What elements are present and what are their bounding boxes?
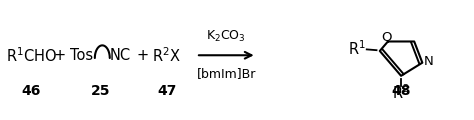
Text: O: O (382, 31, 392, 44)
Text: R$^{2}$: R$^{2}$ (392, 83, 410, 102)
Text: 46: 46 (22, 84, 41, 98)
Text: +: + (137, 48, 148, 63)
Text: N: N (424, 55, 433, 68)
Text: [bmIm]Br: [bmIm]Br (197, 67, 256, 80)
Text: R$^{1}$CHO: R$^{1}$CHO (6, 46, 57, 65)
Text: R$^{2}$X: R$^{2}$X (152, 46, 181, 65)
Text: K$_2$CO$_3$: K$_2$CO$_3$ (206, 29, 246, 44)
Text: 48: 48 (392, 84, 411, 98)
Text: NC: NC (109, 48, 130, 63)
Text: 47: 47 (157, 84, 176, 98)
Text: +: + (54, 48, 65, 63)
Text: Tos: Tos (70, 48, 93, 63)
Text: 25: 25 (91, 84, 110, 98)
Text: R$^{1}$: R$^{1}$ (347, 40, 365, 58)
